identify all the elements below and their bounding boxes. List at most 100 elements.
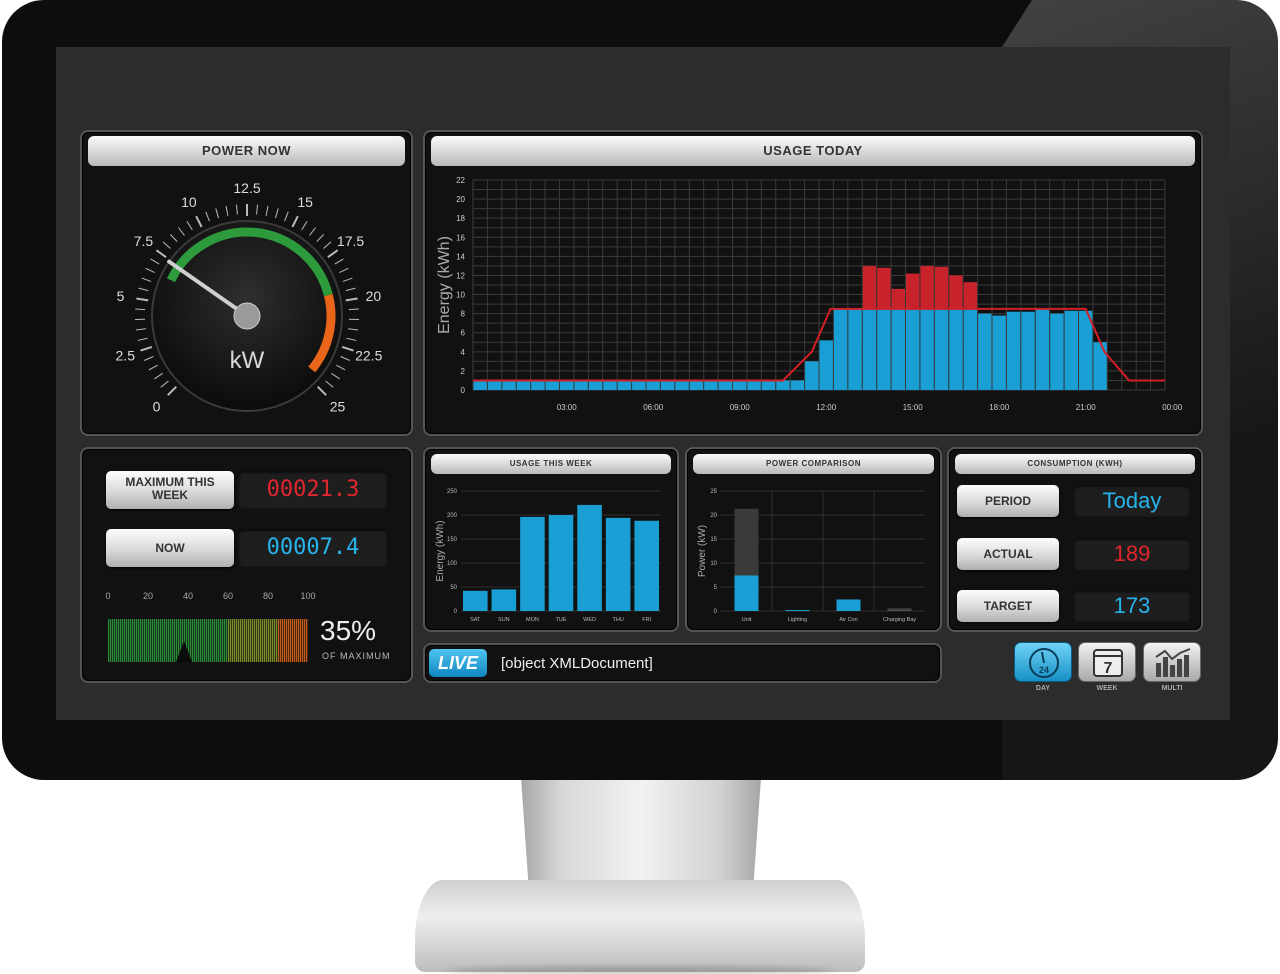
meter-bar (264, 619, 266, 662)
usage-bar (862, 308, 877, 390)
gauge-tick (323, 241, 332, 249)
y-tick-label: 20 (710, 513, 717, 519)
gauge-tick (301, 221, 308, 231)
meter-bar (148, 619, 150, 662)
meter-bar (122, 619, 124, 662)
meter-bar (124, 619, 126, 662)
usage-bar (848, 308, 862, 390)
y-tick-label: 22 (456, 176, 465, 185)
gauge-tick (177, 227, 185, 236)
usage-bar (473, 380, 487, 390)
gauge-tick (138, 287, 149, 292)
meter-bar (108, 619, 110, 662)
usage-bar-excess (963, 282, 978, 309)
meter-bar (176, 619, 178, 662)
usage-bar (603, 380, 617, 390)
usage-bar (502, 380, 516, 390)
usage-bar (833, 308, 848, 390)
comparison-bar (785, 610, 810, 611)
meter-bar (118, 619, 120, 662)
usage-bar (1079, 310, 1093, 390)
stats-panel: MAXIMUM THIS WEEK 00021.3 NOW 00007.4 0 2… (80, 447, 413, 683)
meter-bar (134, 619, 136, 662)
gauge-tick (345, 297, 358, 302)
meter-bar (174, 619, 176, 662)
percent-meter: 0 20 40 60 80 100 (105, 591, 316, 662)
meter-bar (196, 619, 198, 662)
meter-bar (136, 619, 138, 662)
usage-bar (545, 380, 559, 390)
meter-bar (206, 619, 208, 662)
usage-bar (689, 380, 704, 390)
period-label: PERIOD (957, 485, 1059, 517)
meter-bar (140, 619, 142, 662)
meter-bar (110, 619, 112, 662)
monitor-bezel: POWER NOW 0 2.5 5 7.5 10 12.5 15 17.5 20 2 (2, 0, 1278, 780)
gauge-scale-label: 17.5 (337, 233, 364, 249)
usage-bar (790, 380, 805, 390)
power-gauge: 0 2.5 5 7.5 10 12.5 15 17.5 20 22.5 25 kW (116, 180, 383, 415)
day-view-button[interactable]: 24 (1014, 642, 1072, 682)
usage-bar-excess (862, 265, 877, 309)
meter-bar (258, 619, 260, 662)
gauge-tick (141, 277, 152, 282)
x-tick-label: 12:00 (816, 403, 837, 412)
gauge-tick (155, 249, 167, 259)
y-tick-label: 5 (714, 585, 718, 591)
meter-bar (162, 619, 164, 662)
gauge-unit: kW (230, 347, 265, 374)
percent-caption: OF MAXIMUM (322, 651, 391, 661)
target-label: TARGET (957, 590, 1059, 622)
usage-bar (516, 380, 531, 390)
usage-today-title: USAGE TODAY (431, 136, 1195, 166)
usage-bar (747, 380, 761, 390)
usage-week-panel: USAGE THIS WEEK 0 50 100 150 200 250 Energy (k… (423, 447, 679, 632)
gauge-scale-label: 15 (297, 194, 313, 210)
y-tick-label: 20 (456, 195, 465, 204)
meter-bar (164, 619, 166, 662)
meter-bar (116, 619, 118, 662)
gauge-scale-label: 0 (153, 399, 161, 415)
meter-bar (202, 619, 204, 662)
meter-bar (220, 619, 222, 662)
max-this-week-value: 00021.3 (238, 471, 388, 509)
gauge-tick (274, 208, 279, 219)
meter-bar (180, 619, 182, 662)
y-tick-label: 15 (710, 537, 717, 543)
meter-bar (292, 619, 294, 662)
meter-bar (216, 619, 218, 662)
usage-bar (934, 308, 949, 390)
multi-view-button[interactable] (1143, 642, 1201, 682)
power-now-title: POWER NOW (88, 136, 405, 166)
gauge-tick (339, 267, 349, 274)
actual-label: ACTUAL (957, 538, 1059, 570)
meter-bar (290, 619, 292, 662)
meter-bar (284, 619, 286, 662)
gauge-range-green (166, 227, 333, 297)
meter-bar (114, 619, 116, 662)
percent-value: 35% (320, 615, 377, 646)
meter-bar (224, 619, 226, 662)
comparison-bar (734, 575, 759, 611)
usage-bar (992, 315, 1006, 390)
week-bar (605, 517, 631, 611)
usage-bar (949, 308, 963, 390)
live-badge: LIVE (429, 649, 487, 677)
meter-bar (232, 619, 234, 662)
meter-bar (178, 619, 180, 662)
meter-bar (204, 619, 206, 662)
consumption-title: CONSUMPTION (KWH) (955, 454, 1195, 474)
meter-bar (242, 619, 244, 662)
x-tick-label: 03:00 (557, 403, 578, 412)
meter-bar (234, 619, 236, 662)
target-value: 173 (1073, 590, 1191, 622)
comparison-bar (887, 610, 912, 611)
week-view-button[interactable]: 7 (1078, 642, 1136, 682)
gauge-tick (331, 372, 340, 380)
max-this-week-label: MAXIMUM THIS WEEK (106, 471, 234, 509)
week-bar (491, 589, 517, 611)
meter-bar (126, 619, 128, 662)
y-tick-label: 200 (447, 513, 458, 519)
meter-bar (276, 619, 278, 662)
meter-bar (236, 619, 238, 662)
